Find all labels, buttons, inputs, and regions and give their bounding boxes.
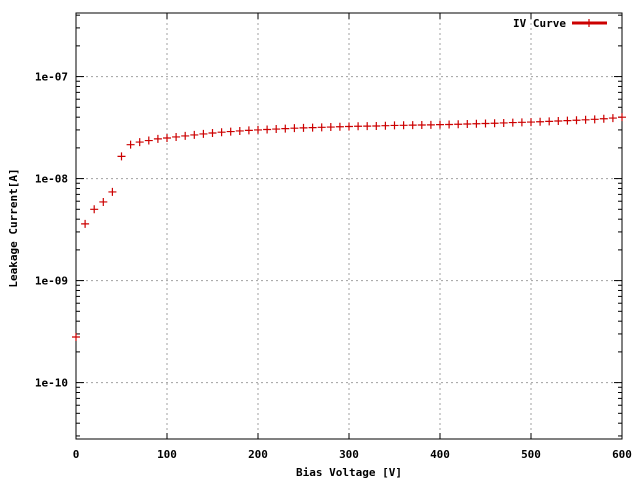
data-point bbox=[527, 118, 535, 127]
data-point bbox=[445, 120, 454, 129]
x-tick-label: 300 bbox=[339, 448, 359, 461]
data-point bbox=[217, 128, 226, 137]
data-point bbox=[490, 119, 499, 128]
data-point bbox=[517, 118, 526, 127]
data-point bbox=[263, 125, 272, 134]
data-point bbox=[608, 114, 617, 123]
data-point bbox=[335, 122, 344, 131]
data-point bbox=[472, 119, 481, 128]
data-point bbox=[408, 121, 417, 130]
data-point bbox=[308, 123, 317, 132]
data-point bbox=[281, 124, 290, 133]
data-point bbox=[117, 152, 126, 161]
data-point bbox=[581, 115, 590, 124]
data-point bbox=[190, 130, 199, 139]
data-point bbox=[126, 140, 135, 149]
data-point bbox=[290, 124, 299, 133]
legend: IV Curve bbox=[513, 17, 607, 30]
data-point bbox=[545, 117, 554, 126]
data-point bbox=[618, 113, 626, 122]
data-points bbox=[72, 113, 626, 341]
x-tick-label: 600 bbox=[612, 448, 632, 461]
x-tick-label: 400 bbox=[430, 448, 450, 461]
data-point bbox=[463, 119, 472, 128]
data-point bbox=[254, 125, 262, 134]
data-point bbox=[345, 122, 353, 131]
data-point bbox=[508, 118, 517, 127]
y-axis-title: Leakage Current[A] bbox=[7, 168, 20, 287]
legend-label: IV Curve bbox=[513, 17, 566, 30]
data-point bbox=[563, 116, 572, 125]
data-point bbox=[72, 332, 80, 341]
data-point bbox=[244, 126, 253, 135]
data-point bbox=[390, 121, 399, 130]
data-point bbox=[144, 136, 153, 145]
data-point bbox=[153, 134, 162, 143]
data-point bbox=[317, 123, 326, 132]
y-tick-label: 1e-09 bbox=[35, 275, 68, 288]
data-point bbox=[299, 123, 308, 132]
data-point bbox=[554, 116, 563, 125]
data-point bbox=[108, 187, 117, 196]
data-point bbox=[135, 138, 144, 147]
data-point bbox=[181, 131, 190, 140]
y-tick-label: 1e-08 bbox=[35, 173, 68, 186]
data-point bbox=[536, 117, 545, 126]
legend-plus-marker bbox=[585, 19, 593, 27]
data-point bbox=[172, 132, 181, 141]
x-tick-label: 500 bbox=[521, 448, 541, 461]
data-point bbox=[208, 128, 217, 137]
data-point bbox=[99, 197, 108, 206]
data-point bbox=[235, 126, 244, 135]
data-point bbox=[326, 123, 335, 132]
grid-lines bbox=[76, 13, 622, 439]
data-point bbox=[372, 121, 381, 130]
data-point bbox=[226, 127, 235, 136]
data-point bbox=[363, 122, 372, 131]
data-point bbox=[454, 120, 463, 129]
x-tick-label: 0 bbox=[73, 448, 80, 461]
data-point bbox=[590, 115, 599, 124]
legend-marker bbox=[585, 19, 593, 27]
data-point bbox=[417, 121, 426, 130]
data-point bbox=[499, 118, 508, 127]
x-axis-title: Bias Voltage [V] bbox=[296, 466, 402, 479]
data-point bbox=[481, 119, 490, 128]
data-point bbox=[163, 133, 171, 142]
y-tick-label: 1e-10 bbox=[35, 377, 68, 390]
data-point bbox=[354, 122, 363, 131]
data-point bbox=[81, 219, 90, 228]
data-point bbox=[272, 125, 281, 134]
axis-ticks: 0 100 200 300 400 500 600 1e-10 1e-09 1e-08 1e-07 bbox=[35, 13, 632, 461]
data-point bbox=[426, 120, 435, 129]
x-tick-label: 100 bbox=[157, 448, 177, 461]
data-point bbox=[436, 120, 444, 129]
data-point bbox=[399, 121, 408, 130]
data-point bbox=[90, 205, 99, 214]
data-point bbox=[381, 121, 390, 130]
data-point bbox=[199, 129, 208, 138]
y-tick-label: 1e-07 bbox=[35, 71, 68, 84]
x-tick-label: 200 bbox=[248, 448, 268, 461]
data-point bbox=[572, 116, 581, 125]
data-point bbox=[599, 114, 608, 123]
